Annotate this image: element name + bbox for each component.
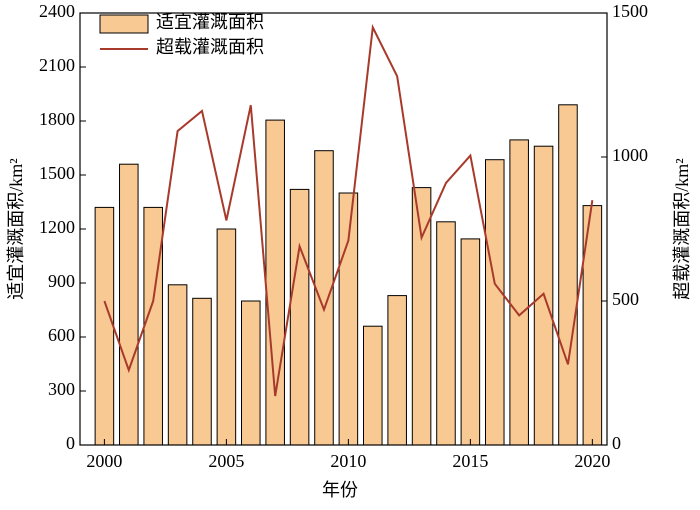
bar xyxy=(460,238,481,446)
y-axis-label: 适宜灌溉面积/km² xyxy=(6,158,26,299)
bar xyxy=(558,104,578,446)
y-tick-label: 1500 xyxy=(39,163,75,183)
y-tick-label: 600 xyxy=(48,325,75,345)
bar xyxy=(289,188,310,446)
bar xyxy=(143,206,163,446)
y2-tick-label: 1500 xyxy=(612,1,648,21)
y-tick-label: 300 xyxy=(48,379,75,399)
y-tick-label: 2100 xyxy=(39,55,75,75)
y-tick-label: 0 xyxy=(66,433,75,453)
bar xyxy=(338,192,359,446)
x-axis-label: 年份 xyxy=(322,480,358,500)
bar xyxy=(314,150,334,446)
y2-tick-label: 0 xyxy=(612,433,621,453)
x-tick-label: 2015 xyxy=(452,451,488,471)
y2-axis-label: 超载灌溉面积/km² xyxy=(672,158,692,299)
bar xyxy=(484,159,505,446)
bar xyxy=(387,295,407,446)
bar xyxy=(167,284,188,446)
y2-tick-label: 1000 xyxy=(612,145,648,165)
y-tick-label: 1200 xyxy=(39,217,75,237)
y2-tick-label: 500 xyxy=(612,289,639,309)
bar xyxy=(216,228,237,446)
bar xyxy=(192,297,212,446)
bar xyxy=(241,300,261,446)
line xyxy=(103,23,594,397)
y-tick-label: 900 xyxy=(48,271,75,291)
x-tick-label: 2010 xyxy=(330,451,366,471)
bar xyxy=(119,163,139,446)
bar xyxy=(436,221,456,446)
y-tick-label: 1800 xyxy=(39,109,75,129)
bar xyxy=(363,325,383,446)
bar xyxy=(94,206,115,446)
x-tick-label: 2000 xyxy=(86,451,122,471)
bar xyxy=(509,139,529,446)
x-tick-label: 2020 xyxy=(574,451,610,471)
legend-label: 适宜灌溉面积 xyxy=(156,12,264,32)
x-tick-label: 2005 xyxy=(208,451,244,471)
legend-swatch xyxy=(99,14,149,34)
bar xyxy=(265,119,285,446)
bar xyxy=(411,187,432,446)
y-tick-label: 2400 xyxy=(39,1,75,21)
legend-label: 超载灌溉面积 xyxy=(156,37,264,57)
